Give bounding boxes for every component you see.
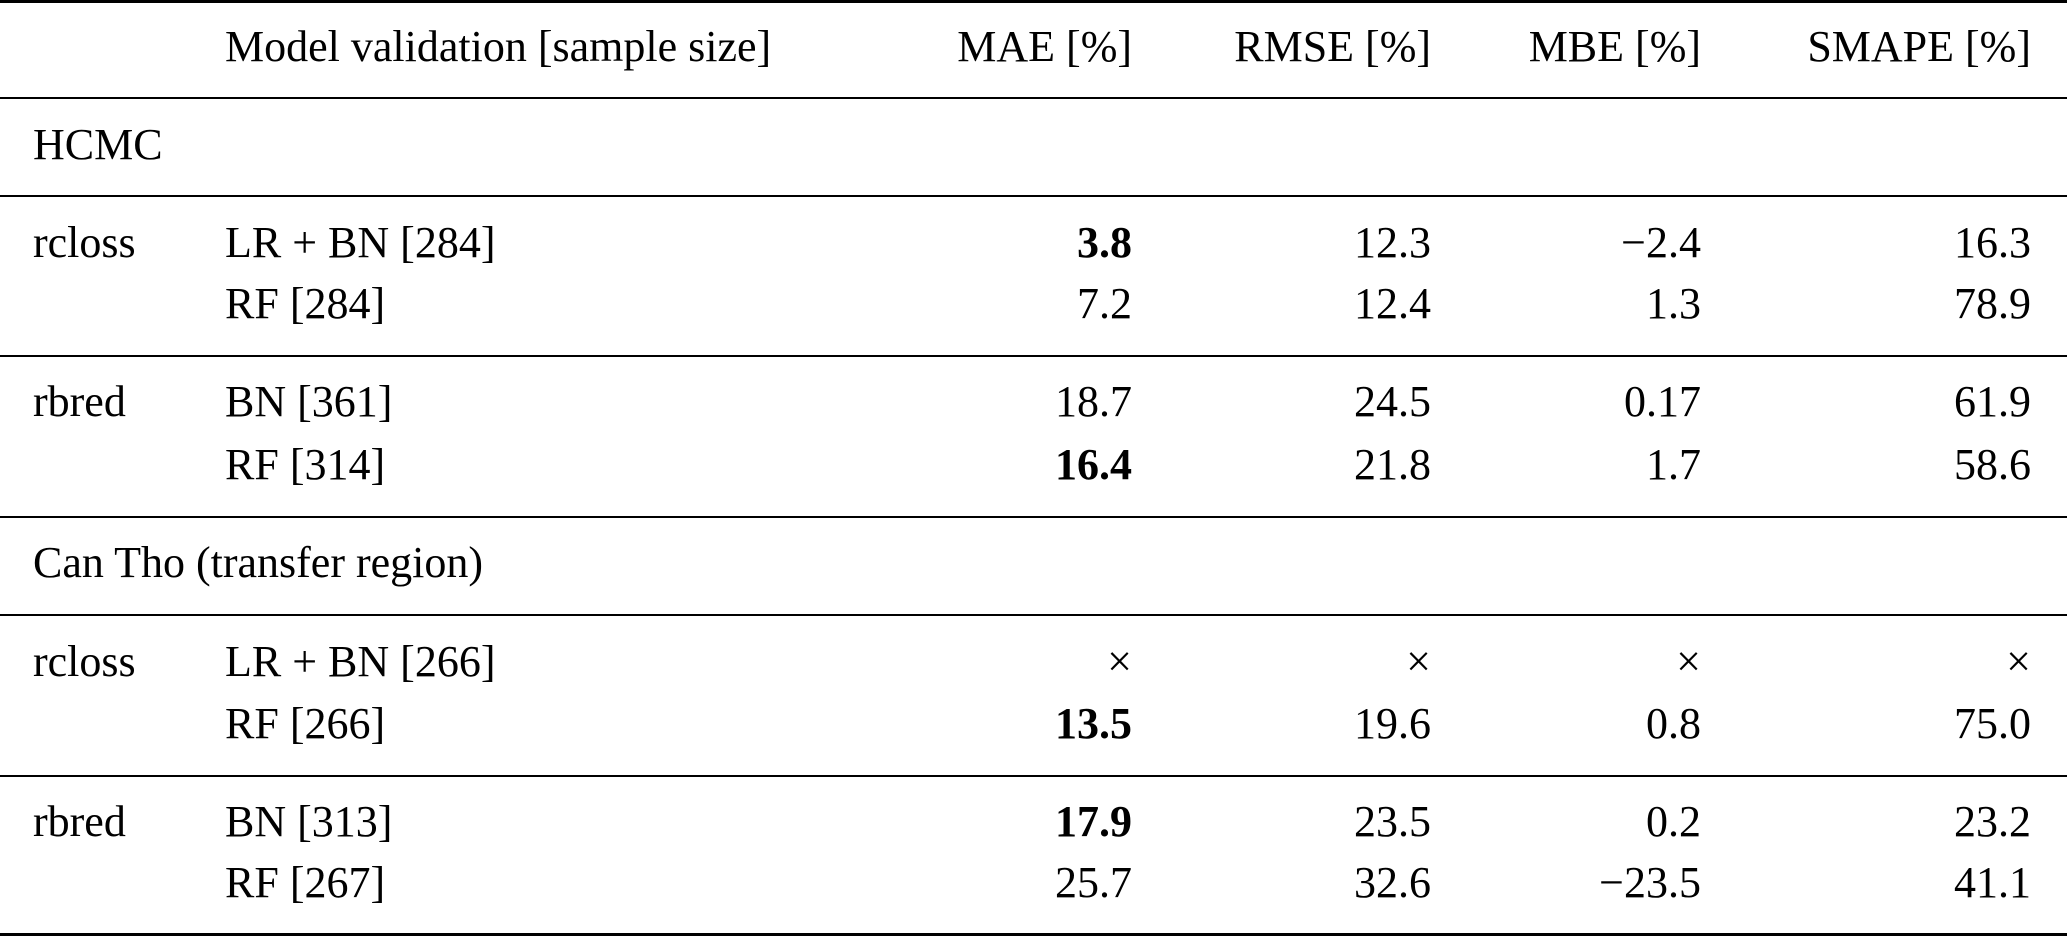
top-rule [0, 0, 2067, 3]
section-title: Can Tho (transfer region) [33, 538, 484, 587]
section-rule [0, 195, 2067, 197]
header-mae: MAE [%] [957, 22, 1132, 71]
rmse-cell: 32.6 [1354, 858, 1431, 907]
model-cell: RF [314] [225, 440, 386, 489]
header-model: Model validation [sample size] [225, 22, 772, 71]
mae-cell: 13.5 [1055, 699, 1132, 748]
mbe-cell: 1.3 [1646, 279, 1701, 328]
header-rule [0, 97, 2067, 99]
mae-cell: 3.8 [1077, 218, 1132, 267]
mae-cell: 18.7 [1055, 377, 1132, 426]
section-rule [0, 516, 2067, 518]
group-rule [0, 775, 2067, 777]
smape-cell: 58.6 [1954, 440, 2031, 489]
section-rule [0, 614, 2067, 616]
smape-cell: 16.3 [1954, 218, 2031, 267]
target-label: rcloss [33, 637, 136, 686]
mbe-cell: −2.4 [1621, 218, 1701, 267]
rmse-cell: × [1406, 637, 1431, 686]
mbe-cell: 0.8 [1646, 699, 1701, 748]
smape-cell: 61.9 [1954, 377, 2031, 426]
model-cell: LR + BN [266] [225, 637, 496, 686]
model-cell: RF [267] [225, 858, 386, 907]
target-label: rbred [33, 377, 126, 426]
mbe-cell: 0.17 [1624, 377, 1701, 426]
smape-cell: 75.0 [1954, 699, 2031, 748]
mbe-cell: 1.7 [1646, 440, 1701, 489]
header-smape: SMAPE [%] [1807, 22, 2031, 71]
target-label: rcloss [33, 218, 136, 267]
group-rule [0, 355, 2067, 357]
mae-cell: 16.4 [1055, 440, 1132, 489]
model-cell: LR + BN [284] [225, 218, 496, 267]
header-mbe: MBE [%] [1528, 22, 1701, 71]
rmse-cell: 12.3 [1354, 218, 1431, 267]
smape-cell: 41.1 [1954, 858, 2031, 907]
mbe-cell: −23.5 [1599, 858, 1701, 907]
model-cell: RF [284] [225, 279, 386, 328]
rmse-cell: 12.4 [1354, 279, 1431, 328]
mae-cell: 7.2 [1077, 279, 1132, 328]
smape-cell: 23.2 [1954, 797, 2031, 846]
bottom-rule [0, 933, 2067, 936]
target-label: rbred [33, 797, 126, 846]
smape-cell: 78.9 [1954, 279, 2031, 328]
rmse-cell: 24.5 [1354, 377, 1431, 426]
mbe-cell: 0.2 [1646, 797, 1701, 846]
model-cell: BN [313] [225, 797, 393, 846]
rmse-cell: 23.5 [1354, 797, 1431, 846]
section-title: HCMC [33, 120, 163, 169]
model-cell: BN [361] [225, 377, 393, 426]
rmse-cell: 21.8 [1354, 440, 1431, 489]
model-cell: RF [266] [225, 699, 386, 748]
mae-cell: × [1107, 637, 1132, 686]
mae-cell: 25.7 [1055, 858, 1132, 907]
header-rmse: RMSE [%] [1234, 22, 1431, 71]
rmse-cell: 19.6 [1354, 699, 1431, 748]
smape-cell: × [2006, 637, 2031, 686]
mbe-cell: × [1676, 637, 1701, 686]
mae-cell: 17.9 [1055, 797, 1132, 846]
